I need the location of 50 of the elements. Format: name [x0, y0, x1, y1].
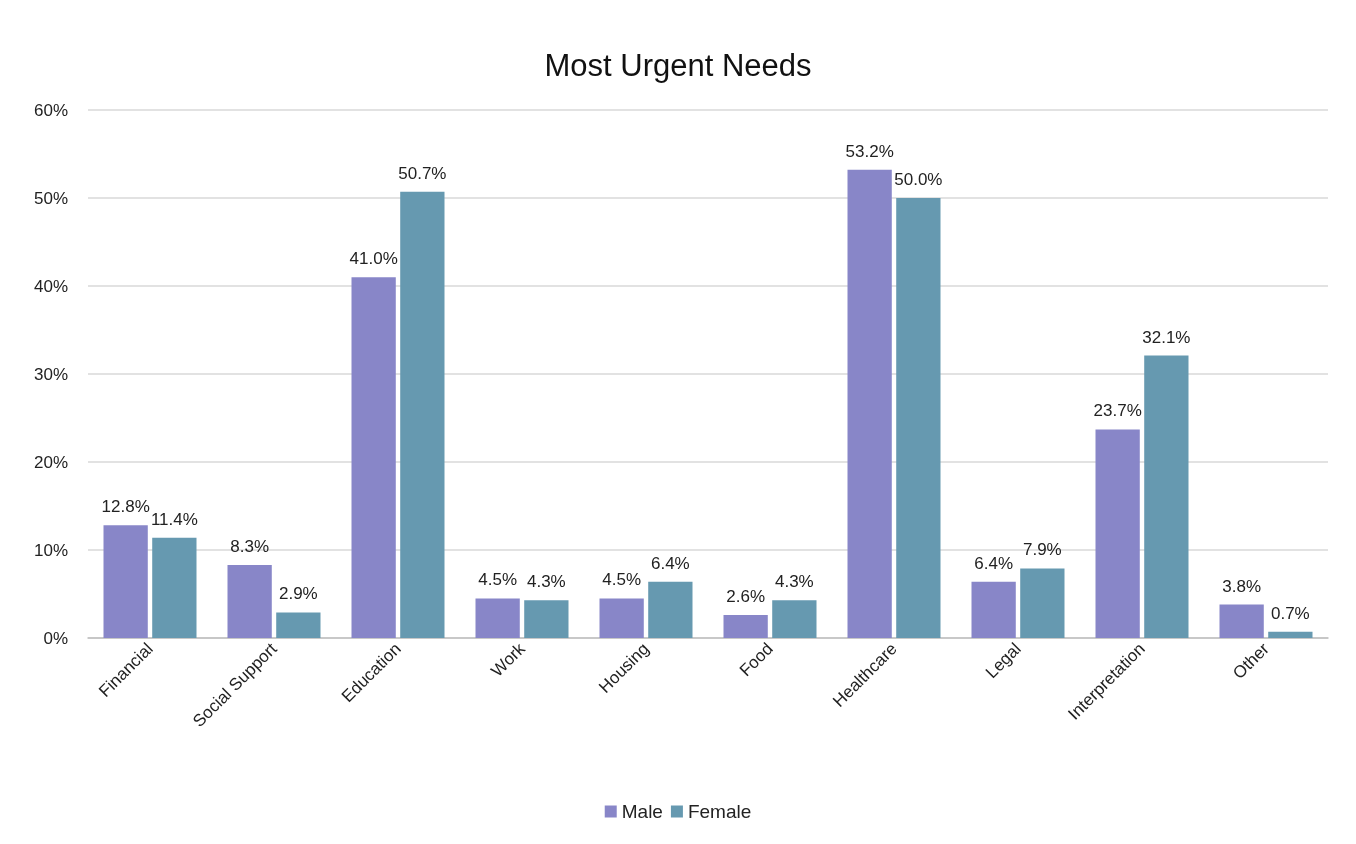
- bar: [1095, 429, 1140, 638]
- legend-label: Female: [687, 801, 752, 822]
- bar: [351, 277, 396, 638]
- data-label: 50.0%: [894, 170, 943, 189]
- bar: [524, 600, 569, 638]
- bar: [723, 615, 768, 638]
- data-label: 50.7%: [398, 163, 447, 183]
- data-label: 8.3%: [230, 536, 270, 556]
- y-tick-label: 20%: [33, 452, 68, 472]
- data-label: 12.8%: [101, 497, 150, 517]
- data-label: 6.4%: [650, 553, 690, 573]
- bar: [772, 600, 817, 638]
- data-label: 4.5%: [602, 570, 642, 590]
- data-label: 4.3%: [526, 572, 566, 592]
- data-label: 53.2%: [845, 141, 894, 161]
- bar: [1268, 631, 1313, 638]
- bar: [227, 564, 272, 638]
- chart-title: Most Urgent Needs: [544, 48, 812, 83]
- data-label: 11.4%: [150, 509, 198, 529]
- bar: [648, 581, 693, 638]
- bar: [1219, 604, 1264, 638]
- data-label: 3.8%: [1222, 576, 1262, 596]
- data-label: 32.1%: [1142, 327, 1191, 347]
- y-tick-label: 40%: [33, 276, 68, 296]
- bar: [971, 581, 1016, 638]
- data-label: 23.7%: [1093, 401, 1142, 421]
- bar: [400, 191, 445, 638]
- data-label: 4.3%: [774, 572, 814, 592]
- y-tick-label: 50%: [33, 188, 68, 208]
- data-label: 2.6%: [726, 587, 766, 607]
- data-label: 41.0%: [349, 249, 398, 269]
- y-tick-label: 0%: [43, 628, 68, 648]
- legend-label: Male: [621, 801, 663, 822]
- bar: [896, 198, 941, 638]
- y-tick-label: 30%: [33, 364, 68, 384]
- bar: [152, 537, 197, 638]
- bar: [599, 598, 644, 638]
- bar: [276, 612, 321, 638]
- bar: [1144, 355, 1189, 638]
- y-tick-label: 10%: [33, 540, 68, 560]
- bar: [847, 169, 892, 638]
- bar: [103, 525, 148, 638]
- data-label: 0.7%: [1270, 603, 1310, 623]
- bar: [1020, 568, 1065, 638]
- data-label: 7.9%: [1022, 540, 1062, 560]
- data-label: 6.4%: [974, 553, 1014, 573]
- data-label: 2.9%: [278, 584, 318, 604]
- bar: [475, 598, 520, 638]
- y-tick-label: 60%: [33, 100, 68, 120]
- data-label: 4.5%: [478, 570, 518, 590]
